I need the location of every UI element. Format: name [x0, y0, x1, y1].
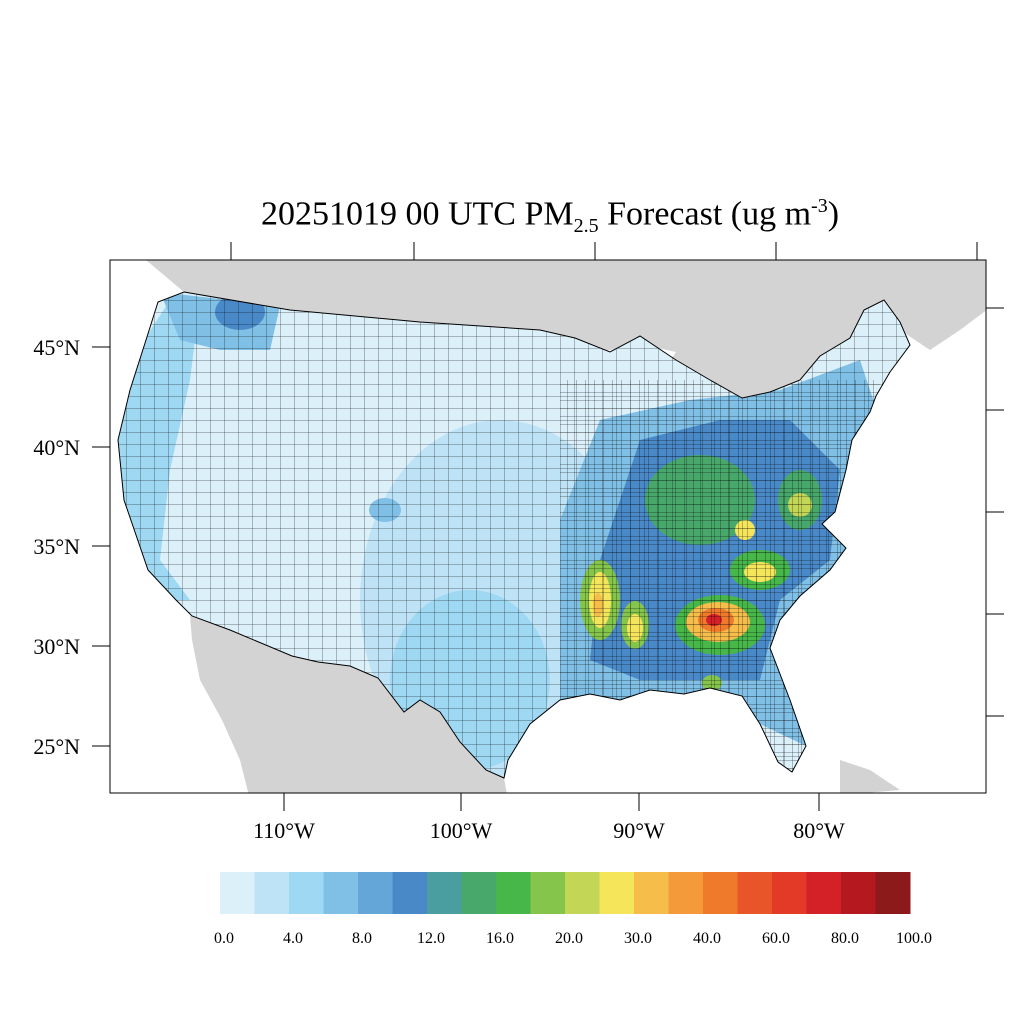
- colorbar-swatch: [806, 872, 842, 914]
- colorbar-swatch: [841, 872, 876, 914]
- right-ticks: [986, 307, 1004, 717]
- colorbar-swatch: [392, 872, 428, 914]
- colorbar-label: 80.0: [831, 930, 859, 947]
- colorbar-swatch: [772, 872, 807, 914]
- bottom-ticks: [283, 793, 820, 811]
- title-prefix: 20251019 00 UTC PM: [260, 195, 574, 233]
- colorbar-label: 60.0: [762, 930, 790, 947]
- top-ticks: [230, 242, 978, 260]
- lon-label-100: 100°W: [430, 818, 493, 843]
- colorbar-swatch: [737, 872, 773, 914]
- colorbar-swatch: [461, 872, 497, 914]
- lat-label-45: 45°N: [33, 335, 80, 360]
- title-middle: Forecast (ug m: [598, 195, 812, 233]
- colorbar-swatch: [254, 872, 290, 914]
- title-suffix: ): [827, 195, 840, 233]
- colorbar-label: 16.0: [486, 930, 514, 947]
- map-title: 20251019 00 UTC PM2.5 Forecast (ug m-3): [0, 186, 1024, 246]
- colorbar-label: 100.0: [896, 930, 932, 947]
- map-frame: [109, 259, 987, 794]
- colorbar-label: 0.0: [214, 930, 234, 947]
- title-subscript: 2.5: [573, 215, 599, 238]
- lat-label-40: 40°N: [33, 435, 80, 460]
- colorbar-swatch: [427, 872, 462, 914]
- colorbar-swatch: [634, 872, 669, 914]
- colorbar-swatch: [289, 872, 324, 914]
- colorbar-label: 12.0: [417, 930, 445, 947]
- left-ticks: [92, 346, 110, 747]
- title-superscript: -3: [811, 195, 828, 217]
- colorbar-labels: 0.0 4.0 8.0 12.0 16.0 20.0 30.0 40.0 60.0 80.0 100…: [214, 930, 932, 947]
- lon-label-80: 80°W: [793, 818, 845, 843]
- colorbar-swatch: [599, 872, 635, 914]
- lat-label-35: 35°N: [33, 534, 80, 559]
- lon-label-90: 90°W: [613, 818, 665, 843]
- cuba-land: [840, 760, 900, 793]
- colorbar: [220, 872, 911, 914]
- colorbar-swatch: [565, 872, 600, 914]
- colorbar-label: 4.0: [283, 930, 303, 947]
- mexico-land: [190, 616, 507, 793]
- colorbar-swatch: [220, 872, 255, 914]
- colorbar-swatch: [323, 872, 359, 914]
- lat-label-25: 25°N: [33, 734, 80, 759]
- colorbar-label: 8.0: [352, 930, 372, 947]
- colorbar-swatch: [530, 872, 566, 914]
- colorbar-swatch: [358, 872, 393, 914]
- colorbar-swatch: [703, 872, 738, 914]
- canada-land: [145, 260, 986, 398]
- lon-label-110: 110°W: [253, 818, 315, 843]
- colorbar-label: 30.0: [624, 930, 652, 947]
- colorbar-label: 40.0: [693, 930, 721, 947]
- colorbar-swatch: [668, 872, 704, 914]
- colorbar-swatch: [496, 872, 531, 914]
- colorbar-swatch: [875, 872, 911, 914]
- colorbar-label: 20.0: [555, 930, 583, 947]
- lat-label-30: 30°N: [33, 634, 80, 659]
